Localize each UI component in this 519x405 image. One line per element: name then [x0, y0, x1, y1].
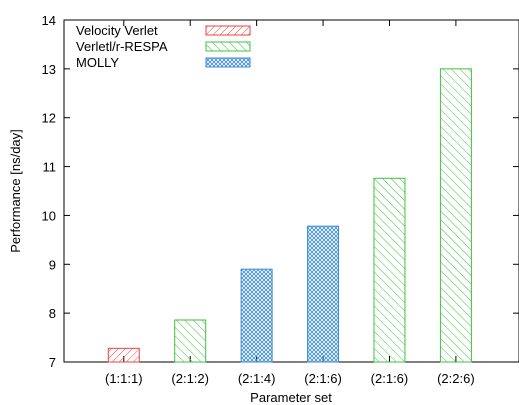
y-tick-label: 12 — [42, 111, 56, 126]
bar — [439, 68, 472, 363]
y-tick-label: 11 — [43, 160, 57, 175]
legend-swatch — [205, 41, 251, 52]
bar — [307, 225, 340, 363]
y-tick-label: 9 — [49, 257, 56, 272]
legend-label: Velocity Verlet — [76, 23, 158, 38]
legend-swatch — [205, 57, 251, 68]
plot-frame — [63, 19, 519, 363]
y-tick-label: 13 — [42, 62, 56, 77]
x-tick-label: (2:1:2) — [171, 371, 209, 386]
x-tick-label: (2:1:6) — [371, 371, 409, 386]
bar — [174, 319, 207, 363]
y-tick-label: 8 — [49, 306, 56, 321]
y-axis-label: Performance [ns/day] — [8, 129, 23, 253]
x-axis-label: Parameter set — [250, 390, 332, 405]
bar — [240, 268, 273, 363]
bar — [107, 347, 140, 363]
y-axis-ticks: 7 8 9 10 11 12 13 14 — [42, 13, 519, 370]
x-tick-label: (1:1:1) — [105, 371, 143, 386]
bars-group — [107, 68, 472, 363]
x-tick-label: (2:1:6) — [304, 371, 342, 386]
bar — [373, 177, 406, 363]
x-tick-label: (2:1:4) — [238, 371, 276, 386]
legend-label: MOLLY — [76, 55, 119, 70]
y-tick-label: 7 — [49, 355, 56, 370]
x-tick-label: (2:2:6) — [437, 371, 475, 386]
legend-label: Verletl/r-RESPA — [76, 39, 168, 54]
y-tick-label: 10 — [42, 208, 56, 223]
x-axis-ticks: (1:1:1) (2:1:2) (2:1:4) (2:1:6) (2:1:6) (2:2:… — [105, 20, 475, 386]
y-tick-label: 14 — [42, 13, 56, 28]
legend-swatch — [205, 25, 251, 36]
